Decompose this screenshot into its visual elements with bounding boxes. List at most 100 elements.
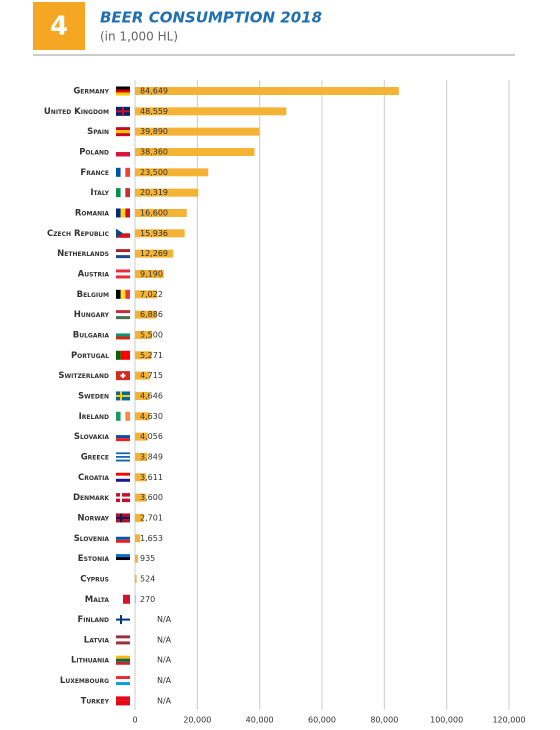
- x-tick-label: 20,000: [183, 716, 211, 725]
- y-tick-label: Malta: [85, 595, 110, 605]
- flag-part: [116, 472, 130, 476]
- flag-part: [116, 272, 130, 276]
- flag-part: [116, 682, 130, 686]
- bar: [135, 371, 150, 380]
- flag-part: [116, 438, 130, 442]
- x-tick-label: 60,000: [308, 716, 336, 725]
- value-label: 12,269: [140, 249, 168, 258]
- value-label: 4,056: [140, 432, 163, 441]
- flag-part: [116, 411, 121, 421]
- flag-part: [116, 228, 130, 234]
- x-tick-label: 100,000: [430, 716, 463, 725]
- y-tick-label: Slovakia: [74, 432, 109, 442]
- value-label: 2,701: [140, 513, 163, 522]
- flag-part: [116, 594, 123, 604]
- flag-part: [125, 411, 130, 421]
- flag-part: [116, 316, 130, 320]
- bar: [135, 87, 399, 95]
- bar: [135, 330, 153, 339]
- chart-title: BEER CONSUMPTION 2018: [100, 9, 322, 27]
- value-label: 4,646: [140, 391, 163, 400]
- x-tick-label: 0: [132, 716, 137, 725]
- flag-part: [120, 350, 126, 360]
- flag-part: [116, 635, 130, 639]
- bar: [135, 473, 147, 482]
- flag-part: [116, 249, 130, 253]
- flag-part: [116, 452, 130, 455]
- flag-part: [116, 208, 121, 218]
- bar: [135, 534, 141, 543]
- x-tick-label: 40,000: [246, 716, 274, 725]
- flag-part: [116, 679, 130, 683]
- flag-part: [116, 536, 130, 540]
- flag-part: [123, 594, 130, 604]
- flag-part: [116, 459, 130, 462]
- flag-part: [125, 167, 130, 177]
- value-label: 5,271: [140, 351, 163, 360]
- y-tick-label: Luxembourg: [60, 676, 109, 686]
- flag-part: [120, 374, 126, 377]
- y-tick-label: Cyprus: [80, 574, 109, 584]
- y-tick-label: Bulgaria: [73, 330, 110, 340]
- flag-part: [116, 533, 130, 537]
- value-label: 16,600: [140, 208, 168, 217]
- flag-part: [116, 618, 130, 621]
- y-tick-label: Switzerland: [58, 371, 109, 381]
- y-tick-label: Croatia: [78, 473, 109, 483]
- flag-part: [116, 310, 130, 314]
- value-label: 3,849: [140, 452, 163, 461]
- flag-part: [116, 313, 130, 317]
- y-tick-label: Greece: [81, 452, 109, 462]
- bar: [135, 269, 164, 278]
- flag-part: [116, 86, 130, 90]
- flag-part: [116, 655, 130, 659]
- value-label: 20,319: [140, 188, 168, 197]
- flag-part: [116, 255, 130, 259]
- y-tick-label: Poland: [79, 147, 109, 157]
- chart-subtitle: (in 1,000 HL): [100, 30, 178, 44]
- flag-part: [116, 580, 130, 584]
- flag-part: [116, 289, 121, 299]
- bar: [135, 229, 185, 238]
- value-label: 23,500: [140, 168, 168, 177]
- flag-part: [116, 333, 130, 337]
- bar: [135, 168, 209, 177]
- value-label: 1,653: [140, 534, 163, 543]
- flag-part: [125, 289, 130, 299]
- bar: [135, 595, 136, 604]
- y-tick-label: Latvia: [84, 635, 110, 645]
- y-tick-label: Slovenia: [74, 534, 110, 544]
- flag-part: [116, 188, 121, 198]
- bar: [135, 432, 148, 441]
- y-tick-label: Spain: [87, 127, 109, 137]
- flag-part: [116, 539, 130, 543]
- y-tick-label: Germany: [73, 87, 109, 97]
- bar: [135, 412, 150, 421]
- bar: [135, 147, 255, 156]
- flag-part: [116, 130, 130, 134]
- flag-part: [116, 133, 130, 137]
- bar: [135, 574, 137, 583]
- y-tick-label: Ireland: [79, 412, 109, 422]
- y-tick-label: Denmark: [73, 493, 109, 503]
- flag-part: [116, 574, 130, 578]
- flag-part: [120, 289, 126, 299]
- value-label: N/A: [157, 656, 172, 665]
- value-label: 39,890: [140, 127, 168, 136]
- value-label: 48,559: [140, 107, 168, 116]
- badge-box: [33, 2, 85, 50]
- badge: 4: [50, 12, 68, 42]
- value-label: 270: [140, 595, 155, 604]
- x-tick-label: 80,000: [370, 716, 398, 725]
- y-tick-label: France: [80, 168, 109, 178]
- flag-part: [116, 330, 130, 334]
- flag-part: [116, 167, 121, 177]
- bar: [135, 188, 199, 197]
- bar: [135, 513, 144, 522]
- flag-part: [125, 350, 130, 360]
- bar: [135, 249, 174, 258]
- flag-part: [116, 496, 130, 499]
- y-tick-label: Portugal: [71, 351, 109, 361]
- y-tick-label: Turkey: [81, 696, 110, 706]
- bar: [135, 452, 147, 461]
